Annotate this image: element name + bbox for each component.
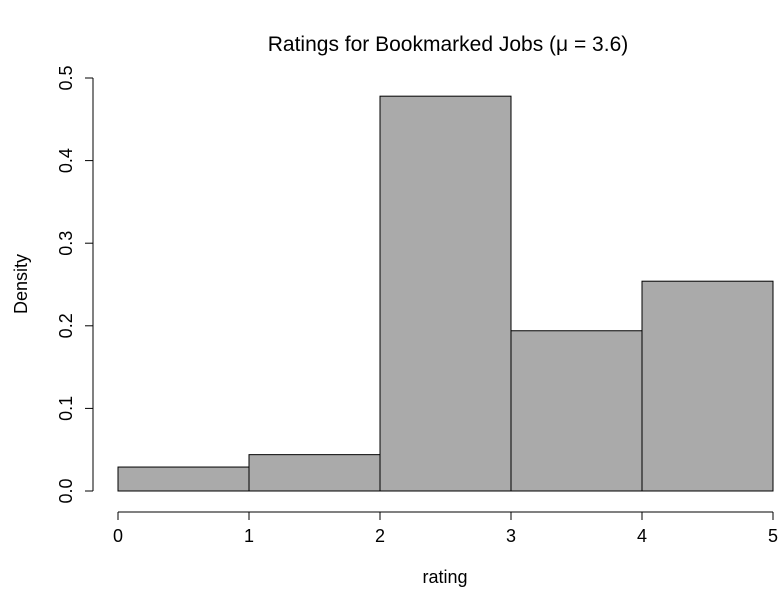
y-tick-label-5: 0.5 (56, 65, 76, 90)
y-tick-label-2: 0.2 (56, 313, 76, 338)
y-axis: 0.0 0.1 0.2 0.3 0.4 0.5 (56, 65, 94, 504)
x-tick-label-5: 5 (768, 526, 778, 546)
histogram-bar-3 (510, 330, 643, 492)
y-tick-label-4: 0.4 (56, 148, 76, 173)
x-tick-label-4: 4 (637, 526, 647, 546)
chart-title: Ratings for Bookmarked Jobs (μ = 3.6) (268, 33, 629, 56)
histogram-bar-2 (379, 95, 512, 492)
x-tick-label-2: 2 (375, 526, 385, 546)
x-axis-title: rating (422, 567, 467, 587)
histogram-bar-4 (641, 280, 774, 492)
x-axis: 0 1 2 3 4 5 (113, 511, 778, 546)
y-tick-label-3: 0.3 (56, 231, 76, 256)
y-tick-label-1: 0.1 (56, 396, 76, 421)
bars-group (117, 95, 774, 492)
y-axis-title: Density (11, 254, 31, 314)
x-tick-label-0: 0 (113, 526, 123, 546)
y-tick-label-0: 0.0 (56, 478, 76, 503)
histogram-bar-0 (117, 466, 250, 492)
histogram-bar-1 (248, 454, 381, 492)
x-tick-label-1: 1 (244, 526, 254, 546)
x-tick-label-3: 3 (506, 526, 516, 546)
